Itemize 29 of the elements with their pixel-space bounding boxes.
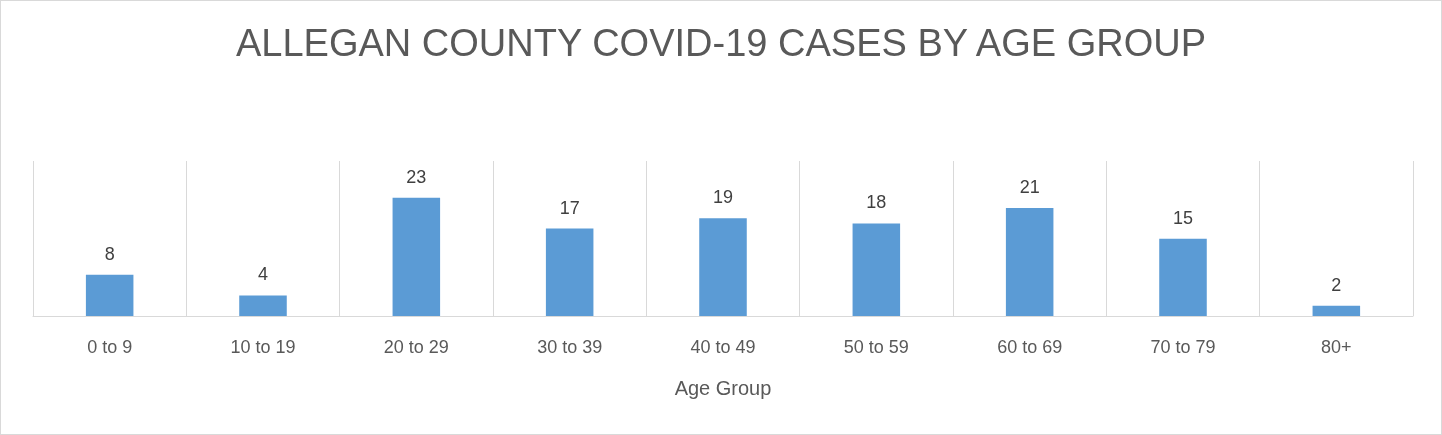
x-tick-label: 60 to 69: [997, 337, 1063, 357]
x-tick-label: 30 to 39: [537, 337, 603, 357]
data-label: 2: [1331, 274, 1342, 295]
data-label: 4: [257, 264, 269, 285]
data-label: 21: [1019, 176, 1040, 197]
x-tick-label: 50 to 59: [843, 337, 909, 357]
data-label: 17: [559, 197, 580, 218]
bar: [85, 274, 134, 316]
bar: [852, 223, 901, 316]
x-tick-label: 70 to 79: [1150, 337, 1216, 357]
data-label: 18: [866, 192, 887, 213]
x-axis-title: Age Group: [674, 377, 772, 399]
x-tick-label: 20 to 29: [383, 337, 449, 357]
bar: [1005, 207, 1054, 316]
data-label: 15: [1172, 207, 1194, 228]
bar: [699, 218, 747, 316]
x-tick-label: 80+: [1321, 337, 1352, 357]
x-tick-label: 40 to 49: [690, 337, 756, 357]
bar: [239, 295, 287, 316]
data-label: 8: [104, 243, 115, 264]
bar: [545, 228, 594, 316]
x-tick-label: 10 to 19: [230, 337, 296, 357]
bar: [1159, 238, 1207, 316]
bar: [1312, 305, 1361, 316]
bar: [392, 197, 441, 316]
data-label: 19: [712, 187, 734, 208]
chart-title: ALLEGAN COUNTY COVID-19 CASES BY AGE GROUP: [235, 22, 1207, 64]
data-label: 23: [406, 166, 427, 187]
x-tick-label: 0 to 9: [87, 337, 133, 357]
